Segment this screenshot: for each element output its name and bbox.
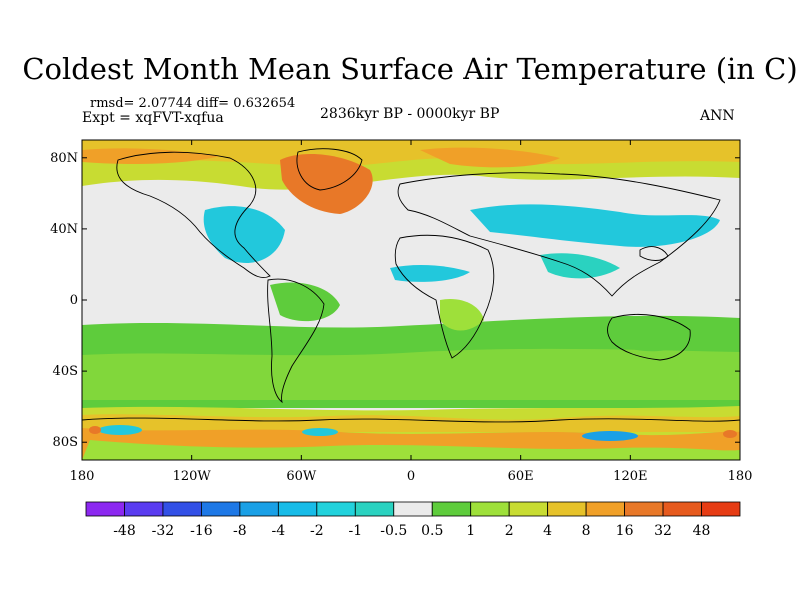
field-antarctic-hot-patch-2 (723, 430, 737, 438)
lon-tick-label: 0 (407, 469, 415, 484)
colorbar-swatch (508, 501, 549, 517)
field-north-america-cold (203, 206, 285, 263)
colorbar-label: -4 (272, 523, 286, 539)
field-antarctic-interior (82, 440, 740, 460)
colorbar-swatch (431, 501, 472, 517)
colorbar-label: 1 (466, 523, 475, 539)
field-barents-warm (420, 147, 560, 168)
lat-tick-label: 0 (70, 293, 78, 308)
colorbar-swatch (201, 501, 241, 517)
lat-tick-label: 40S (53, 364, 78, 379)
colorbar-label: -48 (113, 523, 136, 539)
colorbar-swatch (701, 501, 741, 517)
colorbar-swatch (662, 501, 702, 517)
coast-australia (607, 313, 691, 361)
lon-tick-label: 60E (508, 469, 534, 484)
field-australia-green (610, 316, 690, 352)
lat-tick-label: 80N (50, 151, 78, 166)
latitude-axis: 80N 40N 0 40S 80S (50, 151, 740, 450)
colorbar-label: -16 (190, 523, 213, 539)
field-north-atlantic-warm (280, 154, 373, 214)
colorbar-label: 4 (543, 523, 552, 539)
colorbar-label: 2 (505, 523, 514, 539)
colorbar-swatch (470, 501, 510, 517)
colorbar-label: 32 (654, 523, 672, 539)
colorbar-label: -2 (310, 523, 324, 539)
coast-eurasia (397, 172, 721, 297)
field-arctic-gold (82, 140, 740, 168)
colorbar: -48 -32 -16 -8 -4 -2 -1 -0.5 0.5 1 2 4 8 16 32 48 (85, 501, 741, 539)
field-south-asia-cold (540, 253, 620, 279)
field-antarctic-gold (82, 414, 740, 432)
coast-japan (639, 246, 669, 261)
lat-tick-label: 80S (53, 435, 78, 450)
field-antarctic-blue-patch-2 (302, 428, 338, 436)
colorbar-swatch (354, 501, 395, 517)
colorbar-swatch (277, 501, 318, 517)
lat-tick-label: 40N (50, 222, 78, 237)
coast-north-america (116, 151, 271, 279)
colorbar-label: 16 (616, 523, 634, 539)
period-label: 2836kyr BP - 0000kyr BP (320, 106, 500, 122)
colorbar-swatch (316, 501, 356, 517)
colorbar-label: -8 (233, 523, 247, 539)
field-eurasia-cold (470, 204, 720, 247)
colorbar-label: -0.5 (380, 523, 407, 539)
coast-africa (394, 234, 495, 359)
colorbar-swatch (85, 501, 125, 517)
coast-antarctica (82, 417, 740, 423)
map-title: Coldest Month Mean Surface Air Temperatu… (22, 52, 798, 86)
lon-tick-label: 120W (173, 469, 212, 484)
lon-tick-label: 60W (286, 469, 317, 484)
field-africa-green (440, 298, 484, 331)
temperature-field (82, 140, 740, 460)
colorbar-swatch (239, 501, 279, 517)
colorbar-swatch (124, 501, 164, 517)
colorbar-swatch (547, 501, 587, 517)
colorbar-label: 0.5 (421, 523, 443, 539)
colorbar-label: -1 (348, 523, 362, 539)
coast-greenland (296, 148, 363, 191)
colorbar-swatch (393, 501, 433, 517)
colorbar-swatch (585, 501, 625, 517)
longitude-axis: 180 120W 60W 0 60E 120E 180 (70, 140, 753, 484)
colorbar-label: 48 (693, 523, 711, 539)
lon-tick-label: 120E (613, 469, 647, 484)
season-label: ANN (700, 108, 735, 124)
lon-tick-label: 180 (70, 469, 95, 484)
field-antarctic-blue-patch-1 (98, 425, 142, 435)
field-north-africa-cold (390, 265, 470, 282)
colorbar-label: -32 (152, 523, 175, 539)
colorbar-label: 8 (582, 523, 591, 539)
colorbar-swatch (162, 501, 202, 517)
field-antarctic-blue-patch-3 (582, 431, 638, 441)
coast-south-america (267, 278, 325, 404)
field-antarctic-hot-patch-1 (89, 426, 101, 434)
field-southern-belt-light (82, 348, 740, 400)
experiment-label: Expt = xqFVT-xqfua (82, 110, 224, 126)
lon-tick-label: 180 (728, 469, 753, 484)
stats-label: rmsd= 2.07744 diff= 0.632654 (90, 96, 296, 111)
colorbar-swatch (624, 501, 664, 517)
coastlines (82, 148, 740, 423)
